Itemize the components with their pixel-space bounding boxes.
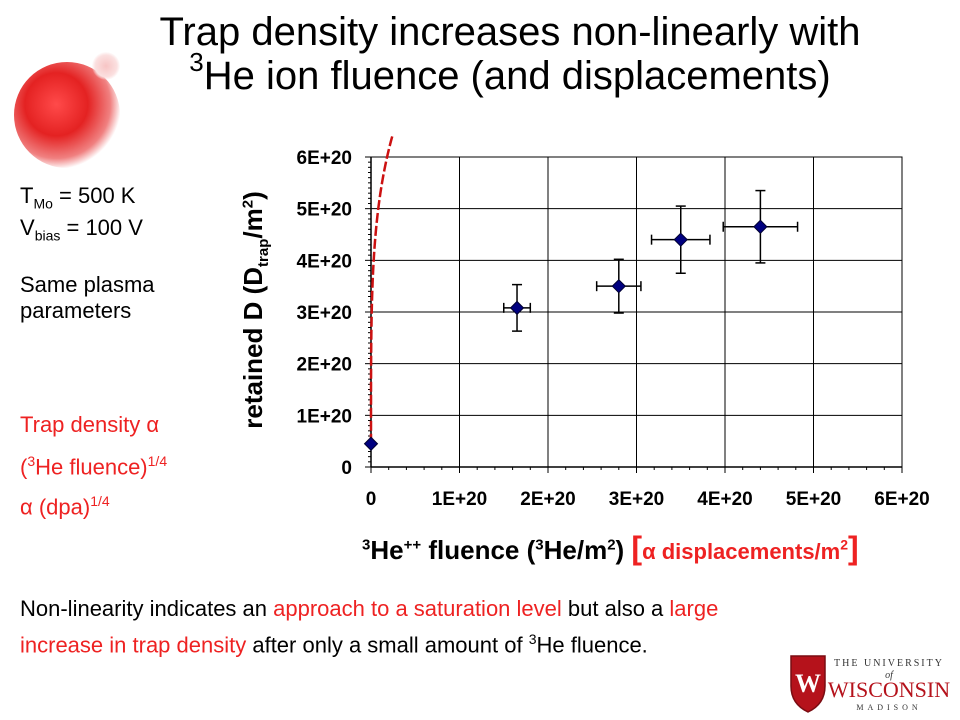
point-layer bbox=[363, 189, 799, 451]
logo-line-3: WISCONSIN bbox=[828, 677, 950, 702]
conclusion-increase: large increase in trap density bbox=[20, 596, 719, 658]
conclusion-superscript: 3 bbox=[528, 631, 537, 647]
x-title-bracket-close: ] bbox=[848, 530, 859, 566]
relation-paren: ( bbox=[20, 454, 28, 480]
title-superscript: 3 bbox=[189, 47, 204, 77]
x-title-sup-3: 3 bbox=[535, 536, 544, 554]
data-point bbox=[753, 219, 768, 234]
decorative-red-circle-small bbox=[92, 52, 120, 80]
y-title-sub: trap bbox=[255, 238, 273, 267]
conclusion-text: Non-linearity indicates an approach to a… bbox=[20, 594, 780, 660]
data-point bbox=[363, 436, 379, 451]
x-title-part-4: ) bbox=[615, 535, 632, 565]
bias-subscript: bias bbox=[34, 227, 61, 244]
slide-title: Trap density increases non-linearly with… bbox=[100, 10, 920, 98]
data-point bbox=[611, 278, 627, 294]
plasma-note: Same plasma parameters bbox=[20, 272, 155, 324]
university-logo: W THE UNIVERSITY of WISCONSIN MADISON bbox=[790, 655, 950, 713]
logo-line-1: THE UNIVERSITY bbox=[834, 658, 944, 669]
relation-dpa-exponent: 1/4 bbox=[90, 493, 110, 509]
y-axis-title: retained D (Dtrap/m2) bbox=[238, 191, 272, 429]
title-line-2: 3He ion fluence (and displacements) bbox=[100, 49, 920, 98]
relation-line-2: (3He fluence)1/4 bbox=[20, 448, 167, 480]
bias-value: = 100 V bbox=[60, 215, 143, 240]
y-tick-label: 2E+20 bbox=[297, 355, 352, 376]
conclusion-part-6: He fluence. bbox=[536, 632, 648, 658]
data-point bbox=[509, 300, 525, 316]
temperature-subscript: Mo bbox=[33, 195, 53, 212]
logo-line-4: MADISON bbox=[856, 703, 921, 712]
logo-line-2: of bbox=[885, 670, 894, 681]
relation-exponent: 1/4 bbox=[147, 453, 168, 469]
x-title-alt-sup: 2 bbox=[840, 536, 849, 553]
x-tick-label: 1E+20 bbox=[432, 489, 487, 510]
y-title-part-3: ) bbox=[237, 191, 268, 200]
temperature-symbol: T bbox=[20, 183, 34, 208]
x-tick-label: 2E+20 bbox=[520, 489, 575, 510]
data-point bbox=[673, 232, 688, 247]
y-tick-label: 1E+20 bbox=[297, 406, 352, 427]
grid-layer bbox=[370, 156, 903, 468]
conclusion-part-3: but also a bbox=[561, 596, 670, 621]
title-line-2-text: He ion fluence (and displacements) bbox=[203, 54, 831, 98]
x-tick-label: 0 bbox=[366, 489, 377, 510]
x-tick-label: 3E+20 bbox=[609, 489, 664, 510]
x-tick-label: 6E+20 bbox=[874, 489, 929, 510]
x-title-sup-2: ++ bbox=[403, 536, 422, 554]
x-title-part-2: fluence ( bbox=[421, 535, 536, 565]
y-tick-label: 6E+20 bbox=[297, 148, 352, 169]
y-tick-label: 3E+20 bbox=[297, 303, 352, 324]
y-title-part-2: /m bbox=[237, 208, 268, 239]
x-title-alt: α displacements/m bbox=[642, 539, 841, 564]
y-tick-label: 5E+20 bbox=[297, 200, 352, 221]
conclusion-part-1: Non-linearity indicates an bbox=[20, 596, 274, 621]
y-tick-label: 4E+20 bbox=[297, 251, 352, 272]
x-title-part-3: He/m bbox=[543, 535, 608, 565]
relation-line-3: α (dpa)1/4 bbox=[20, 488, 110, 520]
relation-dpa-text: α (dpa) bbox=[20, 494, 91, 520]
title-line-1: Trap density increases non-linearly with bbox=[159, 10, 861, 54]
crest-icon bbox=[790, 655, 826, 713]
plasma-note-line-1: Same plasma bbox=[20, 272, 155, 297]
x-axis-title: 3He++ fluence (3He/m2) [α displacements/… bbox=[362, 530, 859, 567]
relation-fluence-text: He fluence) bbox=[35, 454, 148, 480]
x-title-sup-4: 2 bbox=[607, 536, 616, 554]
x-tick-label: 4E+20 bbox=[697, 489, 752, 510]
bias-symbol: V bbox=[20, 215, 35, 240]
y-title-part-1: retained D (D bbox=[237, 266, 268, 429]
x-title-part-1: He bbox=[370, 535, 404, 565]
y-tick-label: 0 bbox=[341, 458, 352, 479]
x-title-bracket-open: [ bbox=[631, 530, 643, 566]
bias-condition: Vbias = 100 V bbox=[20, 215, 143, 248]
temperature-condition: TMo = 500 K bbox=[20, 183, 135, 216]
x-tick-label: 5E+20 bbox=[786, 489, 841, 510]
y-title-sup: 2 bbox=[239, 199, 257, 209]
x-title-sup-1: 3 bbox=[362, 536, 371, 554]
fluence-chart: 0 1E+20 2E+20 3E+20 4E+20 5E+20 6E+20 0 1E+20 2E+… bbox=[297, 135, 930, 510]
axis-layer: 0 1E+20 2E+20 3E+20 4E+20 5E+20 6E+20 0 1E+20 2E+… bbox=[297, 148, 930, 510]
conclusion-part-5: after only a small amount of bbox=[246, 632, 529, 658]
crest-letter: W bbox=[795, 669, 821, 698]
relation-superscript: 3 bbox=[27, 453, 36, 469]
plasma-note-line-2: parameters bbox=[20, 298, 132, 323]
relation-line-1: Trap density α bbox=[20, 412, 160, 437]
temperature-value: = 500 K bbox=[52, 183, 136, 208]
conclusion-saturation: approach to a saturation level bbox=[273, 596, 562, 621]
